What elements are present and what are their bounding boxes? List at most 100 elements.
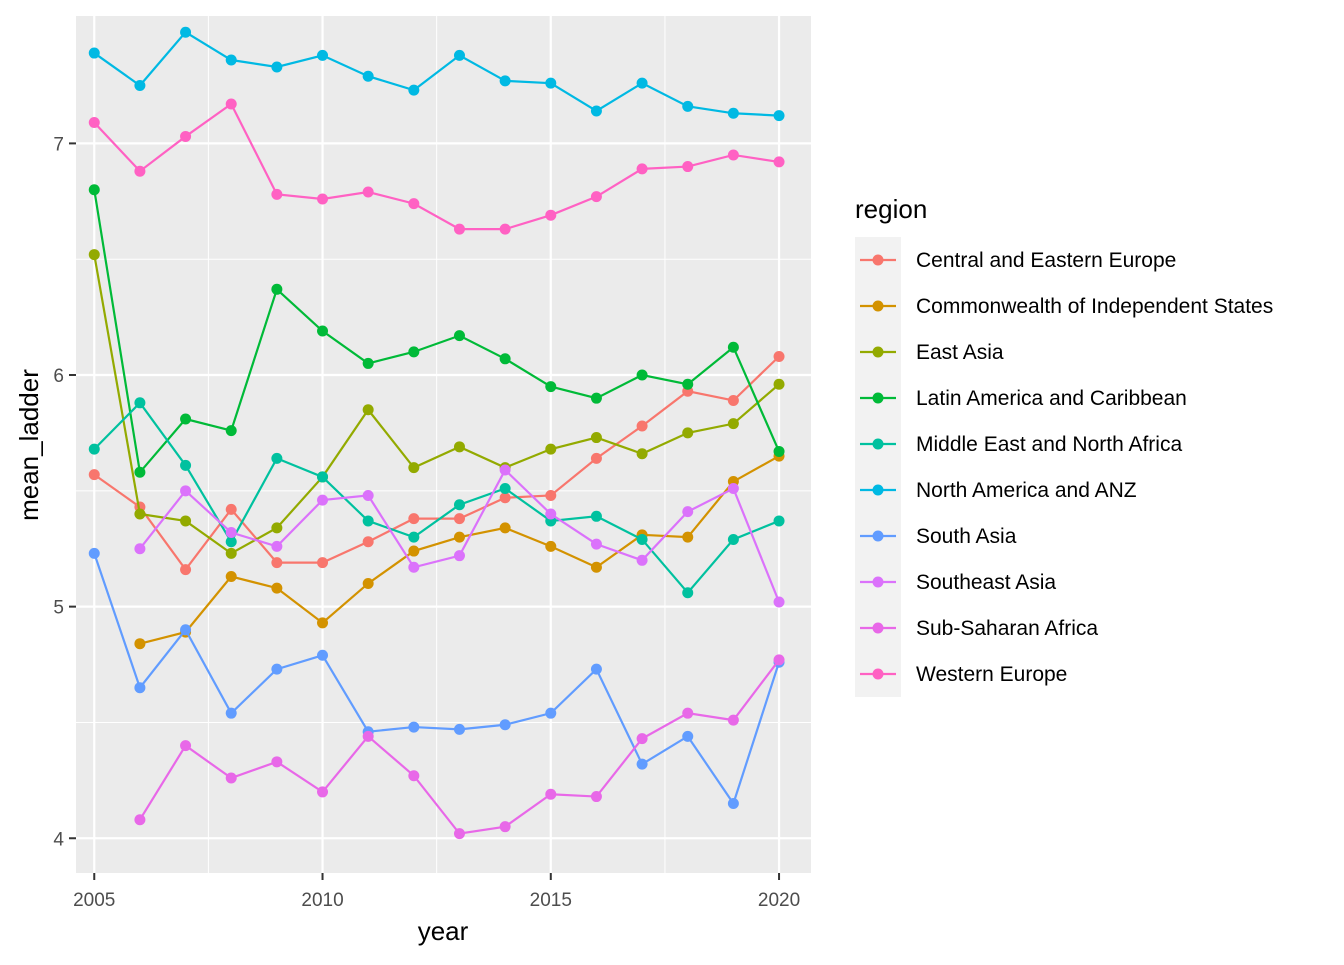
data-point (180, 515, 192, 527)
data-point (362, 186, 374, 198)
data-point (317, 649, 329, 661)
legend-key-point (872, 668, 884, 680)
data-point (408, 770, 420, 782)
legend-item: Western Europe (860, 663, 1067, 686)
data-point (682, 506, 694, 518)
data-point (408, 462, 420, 474)
data-point (408, 84, 420, 96)
legend-item: Southeast Asia (860, 571, 1056, 594)
y-tick-label: 5 (53, 598, 64, 619)
data-point (682, 427, 694, 439)
data-point (590, 191, 602, 203)
data-point (636, 369, 648, 381)
series-line (93, 102, 780, 231)
legend-item: Middle East and North Africa (860, 433, 1182, 456)
data-point (727, 483, 739, 495)
data-point (225, 772, 237, 784)
data-point (453, 223, 465, 235)
data-point (499, 821, 511, 833)
legend-item: East Asia (860, 341, 1004, 364)
legend-label: Middle East and North Africa (916, 433, 1182, 456)
data-point (180, 485, 192, 497)
x-tick-label: 2010 (301, 890, 343, 911)
data-point (727, 714, 739, 726)
legend-key-point (872, 300, 884, 312)
data-point (88, 443, 100, 455)
y-axis-title: mean_ladder (14, 369, 44, 521)
data-point (773, 515, 785, 527)
data-point (727, 341, 739, 353)
series-line (93, 401, 780, 595)
data-point (134, 638, 146, 650)
data-point (362, 536, 374, 548)
legend-item: North America and ANZ (860, 479, 1137, 502)
data-point (499, 75, 511, 87)
data-point (590, 663, 602, 675)
data-point (773, 445, 785, 457)
data-point (545, 707, 557, 719)
series-group (134, 464, 785, 608)
data-point (408, 346, 420, 358)
data-point (545, 209, 557, 221)
data-point (408, 721, 420, 733)
legend: region Central and Eastern Europe Commonw… (855, 194, 1273, 697)
data-point (134, 682, 146, 694)
data-point (134, 466, 146, 478)
data-point (773, 110, 785, 122)
data-point (727, 533, 739, 545)
legend-label: Commonwealth of Independent States (916, 295, 1273, 318)
legend-key-point (872, 530, 884, 542)
data-point (317, 617, 329, 629)
data-point (545, 77, 557, 89)
data-point (408, 198, 420, 210)
data-point (453, 499, 465, 511)
data-point (317, 49, 329, 61)
legend-label: East Asia (916, 341, 1004, 364)
data-point (453, 513, 465, 525)
series-group (88, 26, 785, 122)
series-group (88, 184, 785, 478)
data-point (408, 561, 420, 573)
data-point (134, 79, 146, 91)
data-point (134, 543, 146, 555)
data-point (225, 503, 237, 515)
data-point (225, 54, 237, 66)
data-point (225, 527, 237, 539)
data-point (408, 513, 420, 525)
x-tick-label: 2015 (530, 890, 572, 911)
series-group (88, 397, 785, 599)
y-tick-label: 4 (53, 829, 64, 850)
data-point (180, 624, 192, 636)
data-point (727, 798, 739, 810)
data-point (408, 545, 420, 557)
data-point (636, 77, 648, 89)
legend-label: Southeast Asia (916, 571, 1056, 594)
legend-key-background (855, 237, 901, 697)
legend-key-point (872, 438, 884, 450)
legend-key-point (872, 622, 884, 634)
data-point (271, 522, 283, 534)
legend-item: South Asia (860, 525, 1017, 548)
data-point (88, 184, 100, 196)
data-point (727, 149, 739, 161)
data-point (499, 223, 511, 235)
data-point (545, 508, 557, 520)
data-point (636, 733, 648, 745)
data-point (499, 719, 511, 731)
data-point (682, 378, 694, 390)
data-point (773, 350, 785, 362)
legend-label: Latin America and Caribbean (916, 387, 1187, 410)
data-point (453, 550, 465, 562)
data-point (362, 70, 374, 82)
series-group (88, 547, 785, 810)
data-point (499, 483, 511, 495)
data-point (636, 533, 648, 545)
data-point (271, 557, 283, 569)
x-tick-label: 2005 (73, 890, 115, 911)
data-point (590, 538, 602, 550)
data-point (180, 130, 192, 142)
data-point (362, 577, 374, 589)
data-point (271, 663, 283, 675)
data-point (180, 740, 192, 752)
